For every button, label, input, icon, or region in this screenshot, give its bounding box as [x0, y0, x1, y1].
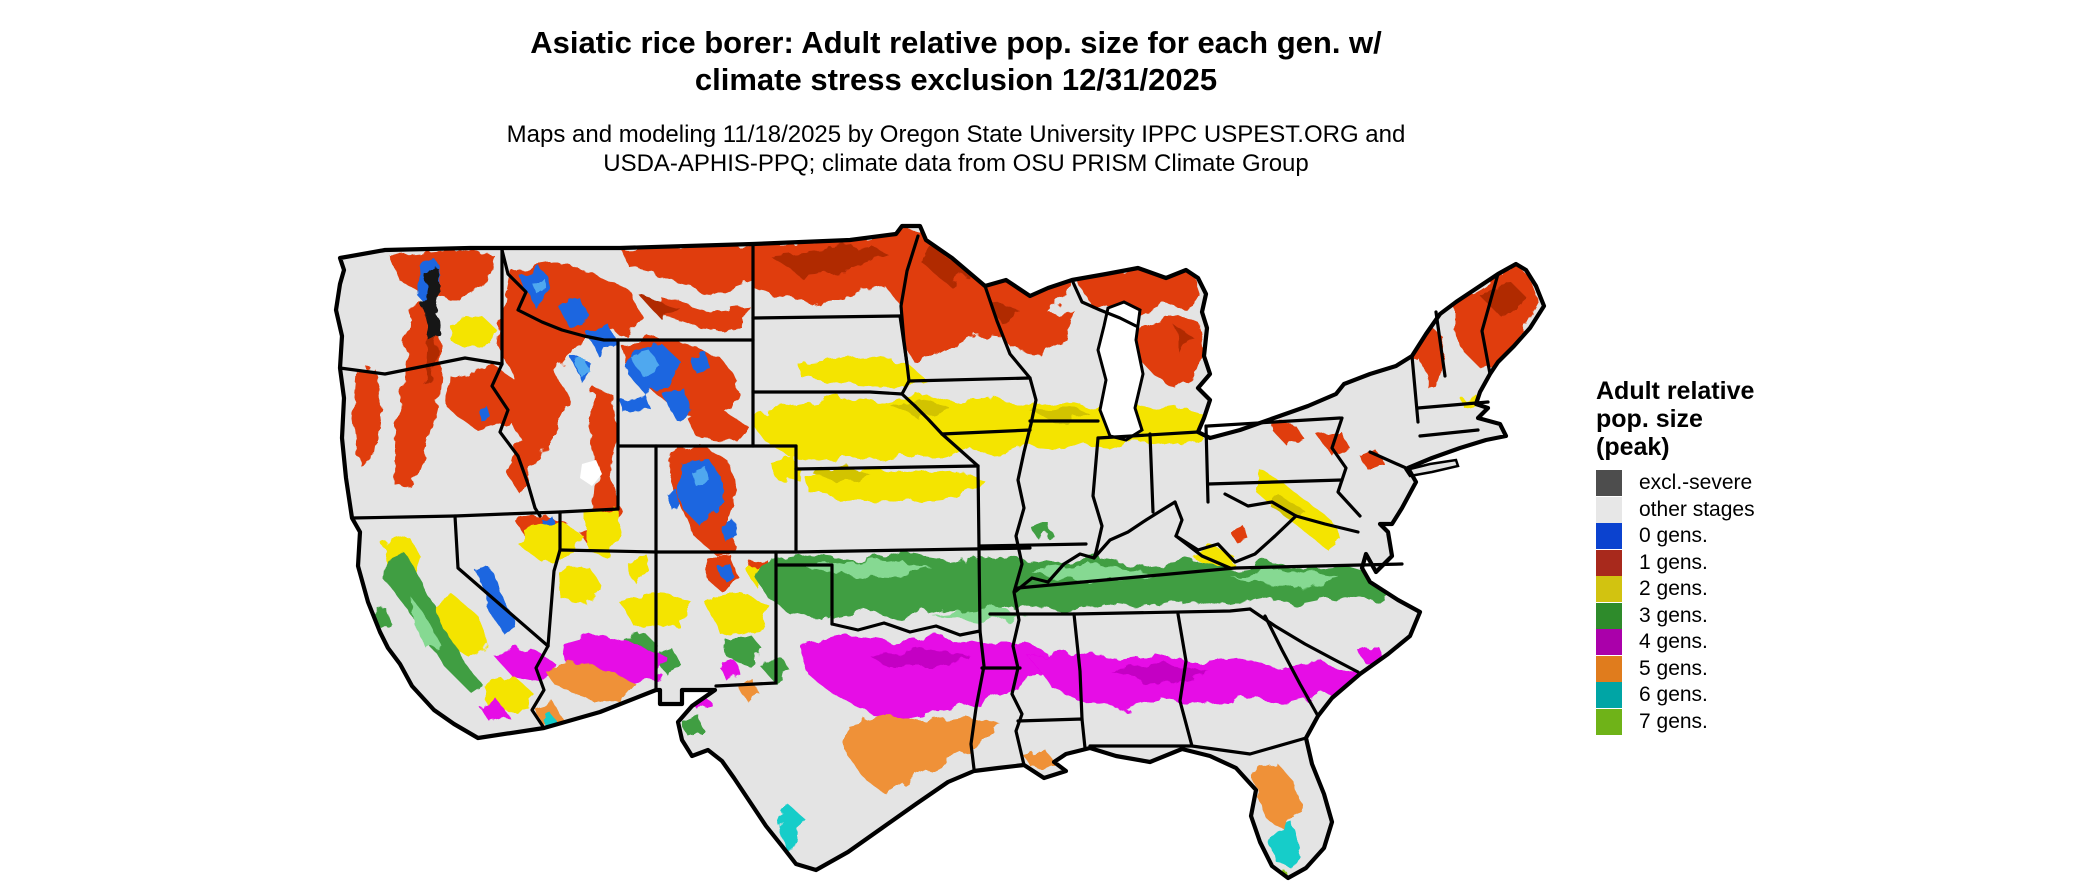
legend: Adult relative pop. size (peak) excl.-se… — [1596, 377, 1856, 735]
legend-title-line-1: Adult relative — [1596, 377, 1755, 405]
legend-label: 2 gens. — [1639, 577, 1708, 601]
legend-item-0-gens: 0 gens. — [1596, 523, 1856, 550]
legend-label: 1 gens. — [1639, 550, 1708, 574]
legend-item-1-gens: 1 gens. — [1596, 549, 1856, 577]
legend-item-7-gens: 7 gens. — [1596, 708, 1856, 736]
legend-swatch-2-gens — [1596, 576, 1622, 603]
region-6-gens — [542, 714, 1300, 868]
legend-title: Adult relative pop. size (peak) — [1596, 377, 1856, 461]
legend-item-3-gens: 3 gens. — [1596, 602, 1856, 630]
legend-swatch-5-gens — [1596, 655, 1622, 682]
region-excl-severe — [424, 266, 442, 342]
title-line-2: climate stress exclusion 12/31/2025 — [694, 62, 1218, 97]
page-title: Asiatic rice borer: Adult relative pop. … — [0, 24, 1912, 98]
long-island — [1403, 458, 1460, 478]
region-5-gens — [534, 660, 1300, 830]
legend-swatch-3-gens — [1596, 602, 1622, 629]
region-0-gens-light-texture — [530, 276, 710, 486]
legend-title-line-3: (peak) — [1596, 433, 1670, 461]
legend-item-6-gens: 6 gens. — [1596, 682, 1856, 709]
legend-swatch-7-gens — [1596, 708, 1622, 735]
us-map-svg — [330, 216, 1586, 884]
legend-item-5-gens: 5 gens. — [1596, 655, 1856, 683]
state-borders — [338, 234, 1500, 771]
legend-swatch-4-gens — [1596, 629, 1622, 656]
legend-swatch-6-gens — [1596, 682, 1622, 709]
legend-swatch-1-gens — [1596, 549, 1622, 576]
legend-item-excl-severe: excl.-severe — [1596, 470, 1856, 497]
legend-item-4-gens: 4 gens. — [1596, 629, 1856, 656]
legend-title-line-2: pop. size — [1596, 405, 1703, 433]
great-salt-lake — [580, 460, 602, 486]
region-3-gens — [374, 520, 1398, 736]
lake-michigan — [1096, 300, 1145, 442]
legend-label: 6 gens. — [1639, 683, 1708, 707]
legend-swatch-0-gens — [1596, 523, 1622, 550]
legend-item-other-stages: other stages — [1596, 496, 1856, 524]
subtitle-line-1: Maps and modeling 11/18/2025 by Oregon S… — [506, 121, 1406, 148]
legend-item-2-gens: 2 gens. — [1596, 576, 1856, 603]
region-1-gens-dark-texture — [425, 244, 1525, 386]
subtitle-line-2: USDA-APHIS-PPQ; climate data from OSU PR… — [603, 150, 1309, 177]
legend-items: excl.-severe other stages 0 gens. 1 gens… — [1596, 470, 1856, 735]
legend-label: 0 gens. — [1639, 524, 1708, 548]
page-subtitle: Maps and modeling 11/18/2025 by Oregon S… — [0, 120, 1912, 178]
legend-swatch-other-stages — [1596, 496, 1622, 523]
legend-swatch-excl-severe — [1596, 470, 1622, 497]
legend-label: 7 gens. — [1639, 709, 1708, 733]
title-line-1: Asiatic rice borer: Adult relative pop. … — [530, 25, 1382, 60]
legend-label: 3 gens. — [1639, 603, 1708, 627]
us-generation-map — [330, 216, 1586, 884]
legend-label: excl.-severe — [1639, 471, 1753, 495]
legend-label: other stages — [1639, 497, 1755, 521]
legend-label: 4 gens. — [1639, 630, 1708, 654]
legend-label: 5 gens. — [1639, 656, 1708, 680]
